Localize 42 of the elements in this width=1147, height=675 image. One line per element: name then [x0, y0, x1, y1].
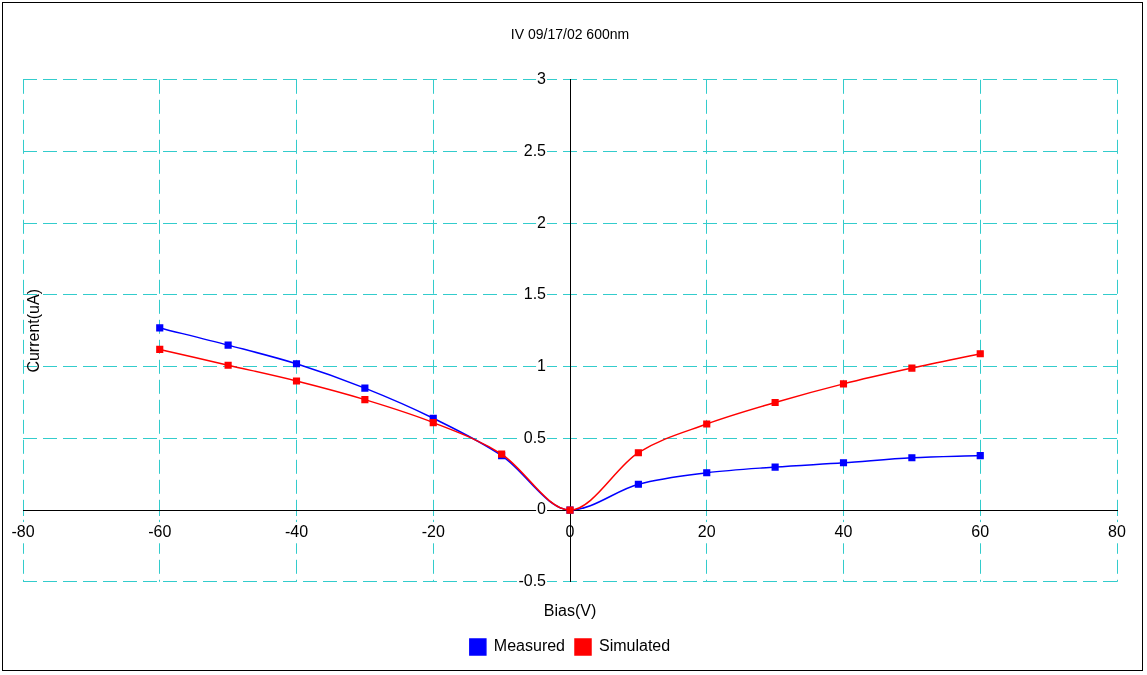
point — [634, 449, 642, 457]
point — [224, 361, 232, 369]
point — [839, 459, 848, 467]
point — [771, 463, 779, 471]
x-tick-label: 60 — [971, 523, 990, 541]
point — [292, 377, 301, 385]
y-tick-label: 0 — [537, 500, 547, 518]
y-tick-label: 1.5 — [523, 285, 547, 303]
point — [361, 384, 369, 392]
y-axis-title: Current(uA) — [25, 289, 43, 373]
x-tick-label: -60 — [148, 523, 172, 541]
point — [839, 380, 848, 388]
y-tick-label: 1 — [537, 357, 547, 375]
y-tick-label: 0.5 — [523, 428, 547, 446]
point — [224, 341, 232, 349]
point — [292, 360, 301, 368]
point — [634, 480, 642, 488]
x-tick-label: -20 — [421, 523, 445, 541]
point — [361, 396, 369, 404]
y-tick-label: 3 — [537, 70, 547, 88]
x-tick-label: -80 — [11, 523, 35, 541]
y-tick-label: 2 — [537, 213, 547, 231]
point — [156, 324, 164, 332]
point — [908, 454, 916, 462]
x-tick-label: 80 — [1108, 523, 1126, 541]
point — [703, 469, 711, 477]
point — [771, 398, 779, 407]
point — [976, 350, 984, 358]
y-tick-label: -0.5 — [518, 572, 547, 590]
x-axis-title: Bias(V) — [543, 602, 597, 620]
point — [976, 452, 984, 460]
point — [156, 345, 164, 354]
point — [908, 364, 916, 372]
point — [703, 420, 711, 428]
chart-title: IV 09/17/02 600nm — [510, 26, 630, 43]
point — [429, 419, 437, 427]
legend-label: Simulated — [599, 637, 671, 655]
x-tick-label: 20 — [697, 523, 716, 541]
x-tick-label: 40 — [834, 523, 853, 541]
x-tick-label: -40 — [284, 523, 309, 541]
y-tick-label: 2.5 — [523, 141, 547, 159]
legend-label: Measured — [493, 637, 566, 655]
